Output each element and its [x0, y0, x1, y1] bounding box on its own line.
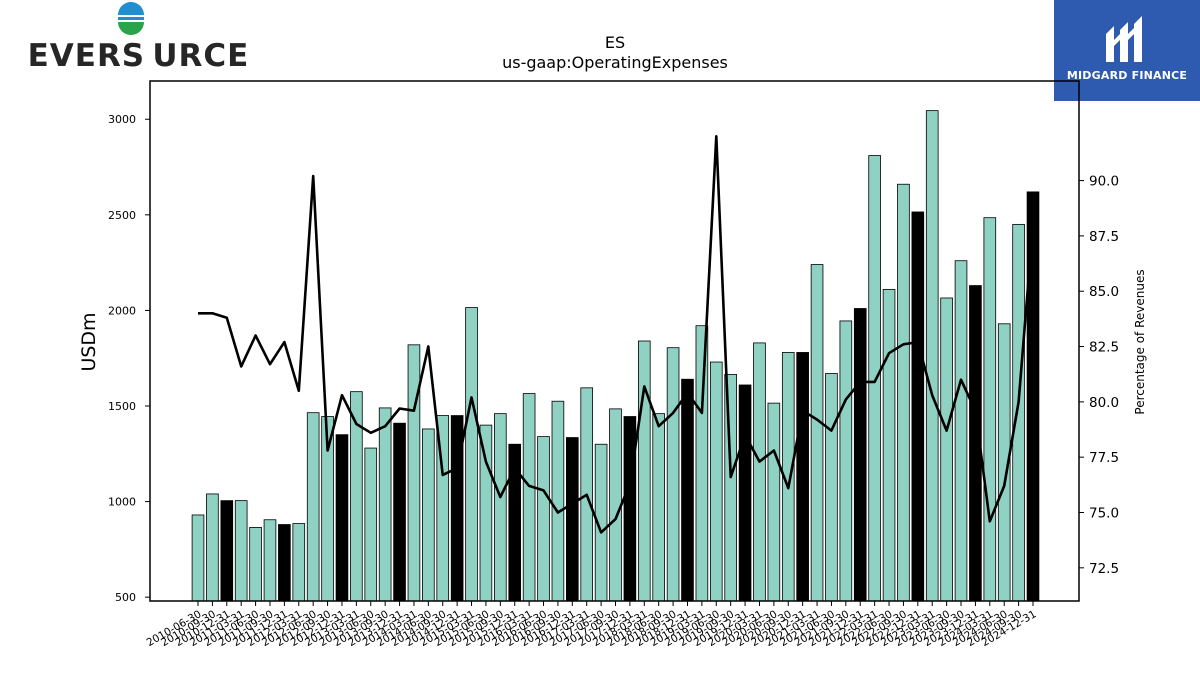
bar: [1026, 191, 1040, 602]
bar: [263, 519, 277, 602]
bar: [393, 422, 406, 602]
bar: [897, 183, 910, 602]
y2-tick-label: 80.0: [1089, 395, 1119, 411]
bar: [278, 524, 291, 602]
eversource-logo: EVERS URCE: [4, 2, 249, 74]
midgard-finance-text: MIDGARD FINANCE: [1066, 69, 1188, 82]
bar: [479, 424, 493, 602]
y-tick-label: 1000: [108, 496, 136, 509]
y2-tick-label: 82.5: [1089, 340, 1119, 356]
y-axis-label: USDm: [78, 312, 100, 371]
chart-title: ES: [605, 33, 625, 52]
bar: [191, 514, 205, 602]
y2-tick-label: 77.5: [1089, 450, 1119, 466]
bar: [940, 297, 953, 602]
bar: [911, 211, 925, 602]
bar: [882, 288, 896, 602]
bar: [465, 307, 478, 602]
bar-series: [191, 110, 1040, 602]
y-tick-label: 500: [115, 591, 136, 604]
y2-tick-label: 85.0: [1089, 284, 1119, 300]
bar: [681, 378, 694, 602]
bar: [335, 434, 349, 602]
bar: [666, 347, 680, 602]
bar: [810, 264, 824, 602]
bar: [623, 416, 637, 602]
bar: [983, 217, 997, 602]
bar: [868, 155, 881, 602]
bar: [407, 344, 421, 602]
bar: [566, 437, 579, 602]
bar: [796, 352, 809, 602]
bar: [753, 342, 766, 602]
y-tick-label: 2000: [108, 304, 136, 317]
bar: [954, 260, 968, 602]
eversource-logo-text: EVERS URCE: [27, 38, 250, 74]
bar: [422, 428, 435, 602]
plot-frame: [149, 80, 1080, 602]
y2-tick-label: 72.5: [1089, 561, 1119, 577]
left-axis-ticks: 500 1000 1500 2000 2500 3000: [108, 113, 150, 604]
percentage-line-series: [198, 135, 1035, 534]
bar: [767, 402, 781, 602]
bar: [652, 413, 665, 602]
chart-subtitle: us-gaap:OperatingExpenses: [502, 53, 728, 72]
bar: [494, 413, 507, 602]
x-axis-ticks: 2010-06-302010-09-302010-12-312011-03-31…: [145, 601, 1039, 649]
bar: [206, 493, 219, 602]
bar: [738, 384, 752, 602]
y2-tick-label: 90.0: [1089, 174, 1119, 190]
bar: [522, 393, 536, 602]
bar: [695, 325, 709, 602]
y-tick-label: 1500: [108, 400, 136, 413]
bar: [537, 436, 550, 602]
bar: [378, 407, 392, 602]
bar: [292, 523, 306, 602]
bar: [220, 500, 234, 602]
bar: [551, 400, 565, 602]
midgard-m-icon: [1106, 16, 1142, 62]
bar: [925, 110, 939, 602]
bar: [853, 308, 867, 602]
bar: [825, 373, 838, 602]
y-tick-label: 3000: [108, 113, 136, 126]
bar: [234, 500, 248, 602]
right-axis-ticks: 72.5 75.0 77.5 80.0 82.5 85.0 87.5 90.0: [1079, 174, 1119, 577]
bar: [637, 340, 651, 602]
y2-tick-label: 87.5: [1089, 229, 1119, 245]
y-tick-label: 2500: [108, 209, 136, 222]
bar: [1012, 223, 1025, 602]
bar: [306, 412, 320, 602]
y2-tick-label: 75.0: [1089, 505, 1119, 521]
y2-axis-label: Percentage of Revenues: [1133, 269, 1147, 414]
bar: [839, 320, 853, 602]
bar: [709, 361, 723, 602]
percentage-line: [198, 135, 1035, 534]
bar: [249, 526, 262, 602]
bar: [364, 447, 378, 602]
bar: [609, 408, 622, 602]
